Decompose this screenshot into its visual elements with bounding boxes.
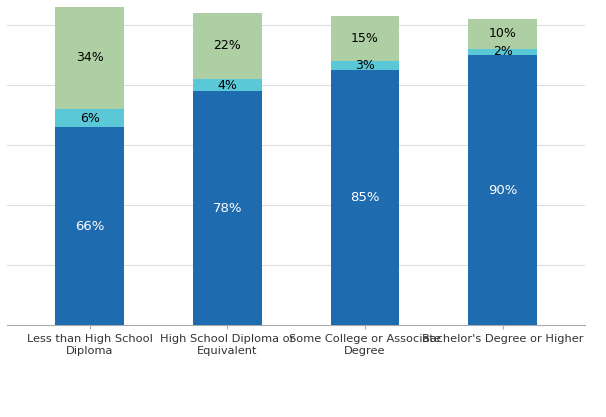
Text: 85%: 85%: [350, 191, 380, 204]
Text: 22%: 22%: [213, 40, 241, 53]
Text: 90%: 90%: [488, 183, 518, 197]
Bar: [55, 7, 124, 109]
Bar: [468, 55, 537, 325]
Bar: [55, 127, 124, 325]
Bar: [193, 13, 262, 79]
Text: 3%: 3%: [355, 59, 375, 72]
Text: 2%: 2%: [493, 45, 513, 58]
Text: 66%: 66%: [75, 220, 104, 233]
Text: 10%: 10%: [489, 28, 517, 40]
Text: 15%: 15%: [351, 32, 379, 45]
Text: 6%: 6%: [79, 112, 99, 125]
Bar: [55, 109, 124, 127]
Bar: [193, 91, 262, 325]
Bar: [331, 61, 399, 70]
Bar: [331, 70, 399, 325]
Text: 34%: 34%: [76, 51, 104, 65]
Bar: [193, 79, 262, 91]
Bar: [331, 16, 399, 61]
Text: 4%: 4%: [218, 78, 237, 91]
Bar: [468, 19, 537, 49]
Bar: [468, 49, 537, 55]
Text: 78%: 78%: [213, 202, 242, 215]
